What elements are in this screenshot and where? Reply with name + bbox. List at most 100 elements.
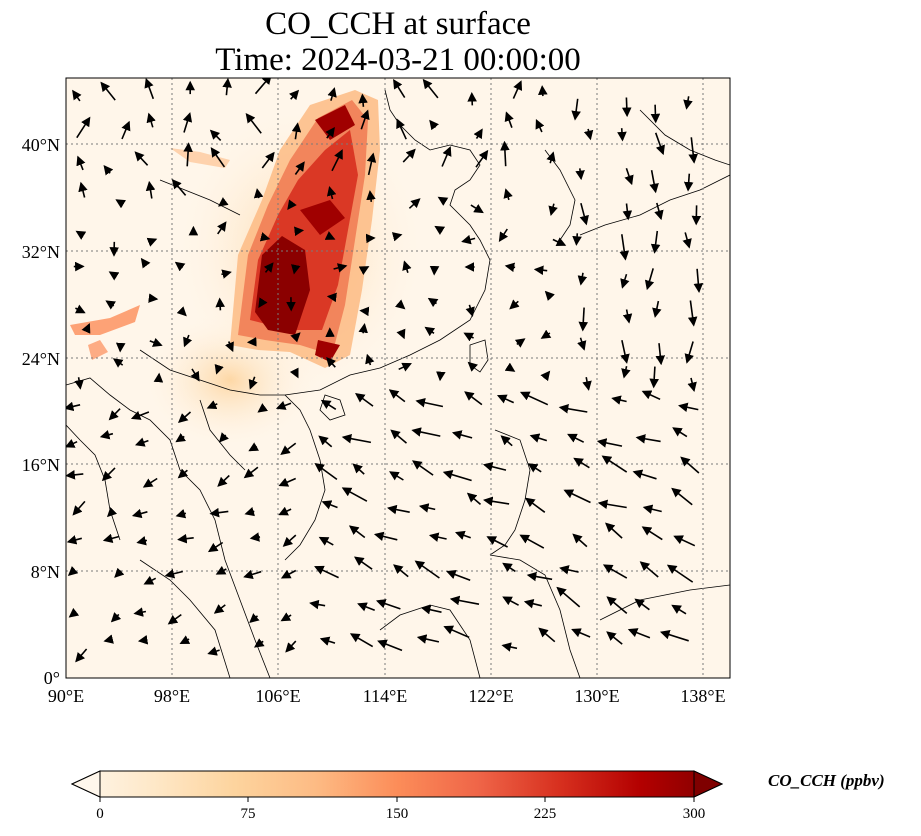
wind-arrow — [687, 300, 698, 327]
wind-arrow — [333, 263, 348, 273]
wind-arrow — [294, 226, 305, 237]
wind-arrow — [387, 504, 410, 515]
wind-arrow — [682, 232, 692, 249]
wind-arrow — [464, 391, 483, 406]
wind-arrow — [427, 297, 439, 308]
wind-arrow — [391, 232, 403, 242]
lat-tick-label: 32°N — [21, 242, 60, 262]
lat-tick-label: 24°N — [21, 349, 60, 369]
colorbar-label: CO_CCH (ppbv) — [768, 771, 885, 790]
wind-arrow — [486, 536, 508, 548]
wind-arrow — [548, 203, 558, 216]
wind-arrow — [571, 98, 581, 121]
wind-arrow — [652, 300, 662, 318]
wind-arrow — [465, 304, 475, 317]
wind-arrow — [572, 533, 588, 548]
wind-arrow — [671, 487, 693, 506]
wind-arrow — [583, 128, 594, 141]
wind-arrow — [142, 477, 158, 488]
wind-arrow — [393, 78, 406, 99]
wind-arrow — [678, 402, 699, 413]
wind-arrow — [577, 272, 588, 286]
wind-arrow — [388, 389, 406, 403]
wind-arrow — [575, 168, 585, 181]
wind-arrow — [289, 367, 299, 379]
wind-arrow — [209, 129, 222, 141]
wind-arrow — [280, 442, 297, 455]
wind-arrow — [475, 149, 489, 168]
wind-arrow — [243, 569, 262, 580]
wind-arrow — [601, 455, 628, 473]
wind-arrow — [176, 306, 187, 317]
wind-arrow — [622, 203, 633, 221]
wind-arrow — [655, 343, 666, 366]
wind-arrow — [683, 96, 693, 110]
wind-arrow — [108, 408, 121, 421]
wind-arrow — [134, 437, 149, 447]
wind-arrow — [214, 363, 224, 375]
wind-arrow — [659, 630, 689, 642]
colorbar-tick-label: 75 — [240, 806, 256, 822]
wind-arrow — [353, 556, 373, 570]
wind-arrow — [103, 164, 114, 176]
wind-arrow — [666, 564, 694, 583]
wind-arrow — [134, 151, 149, 166]
wind-arrow — [319, 636, 336, 646]
wind-arrow — [621, 97, 632, 118]
wind-arrow — [496, 394, 515, 404]
wind-arrow — [149, 337, 163, 347]
wind-arrow — [164, 569, 183, 579]
wind-arrow — [619, 234, 630, 261]
wind-arrow — [617, 128, 627, 142]
wind-arrow — [624, 167, 634, 186]
wind-arrow — [394, 299, 406, 310]
wind-arrow — [606, 596, 628, 615]
wind-arrow — [314, 565, 339, 579]
wind-arrow — [352, 463, 365, 475]
wind-arrow — [348, 525, 366, 539]
wind-arrow — [454, 530, 471, 540]
wind-arrow — [620, 273, 630, 289]
wind-arrow — [446, 570, 471, 581]
wind-arrow — [509, 299, 520, 310]
wind-arrow — [321, 500, 338, 510]
wind-arrow — [572, 233, 582, 246]
wind-arrow — [441, 146, 452, 167]
wind-arrow — [411, 427, 441, 437]
wind-arrow — [100, 81, 116, 101]
wind-arrow — [402, 148, 416, 163]
wind-arrow — [366, 190, 376, 203]
lat-tick-label: 16°N — [21, 455, 60, 475]
wind-arrow — [167, 613, 182, 625]
wind-arrow — [573, 457, 590, 469]
wind-arrow — [309, 599, 326, 610]
wind-arrow — [390, 429, 408, 444]
wind-arrow — [500, 435, 513, 447]
wind-arrow — [514, 338, 526, 348]
wind-arrow — [540, 329, 552, 339]
wind-arrow — [654, 132, 665, 156]
wind-arrow — [108, 271, 120, 281]
wind-arrow — [563, 489, 591, 504]
wind-arrow — [358, 93, 368, 107]
wind-arrow — [365, 353, 375, 366]
wind-arrow — [209, 507, 229, 518]
wind-arrow — [429, 119, 439, 131]
wind-arrow — [641, 526, 663, 541]
wind-arrow — [502, 562, 516, 573]
wind-arrow — [210, 147, 226, 168]
wind-arrow — [101, 467, 116, 482]
wind-arrow — [373, 531, 398, 542]
wind-arrow — [285, 640, 297, 653]
colorbar-tick-label: 150 — [385, 806, 409, 822]
wind-arrow — [218, 197, 229, 207]
wind-arrow — [634, 598, 650, 611]
wind-arrow — [318, 435, 333, 448]
wind-arrow — [461, 234, 476, 245]
wind-arrow — [424, 326, 436, 337]
wind-arrow — [525, 497, 546, 513]
wind-arrow — [66, 535, 83, 545]
wind-arrow — [326, 357, 337, 368]
wind-arrow — [218, 432, 229, 443]
colorbar-extend-min — [70, 770, 101, 798]
